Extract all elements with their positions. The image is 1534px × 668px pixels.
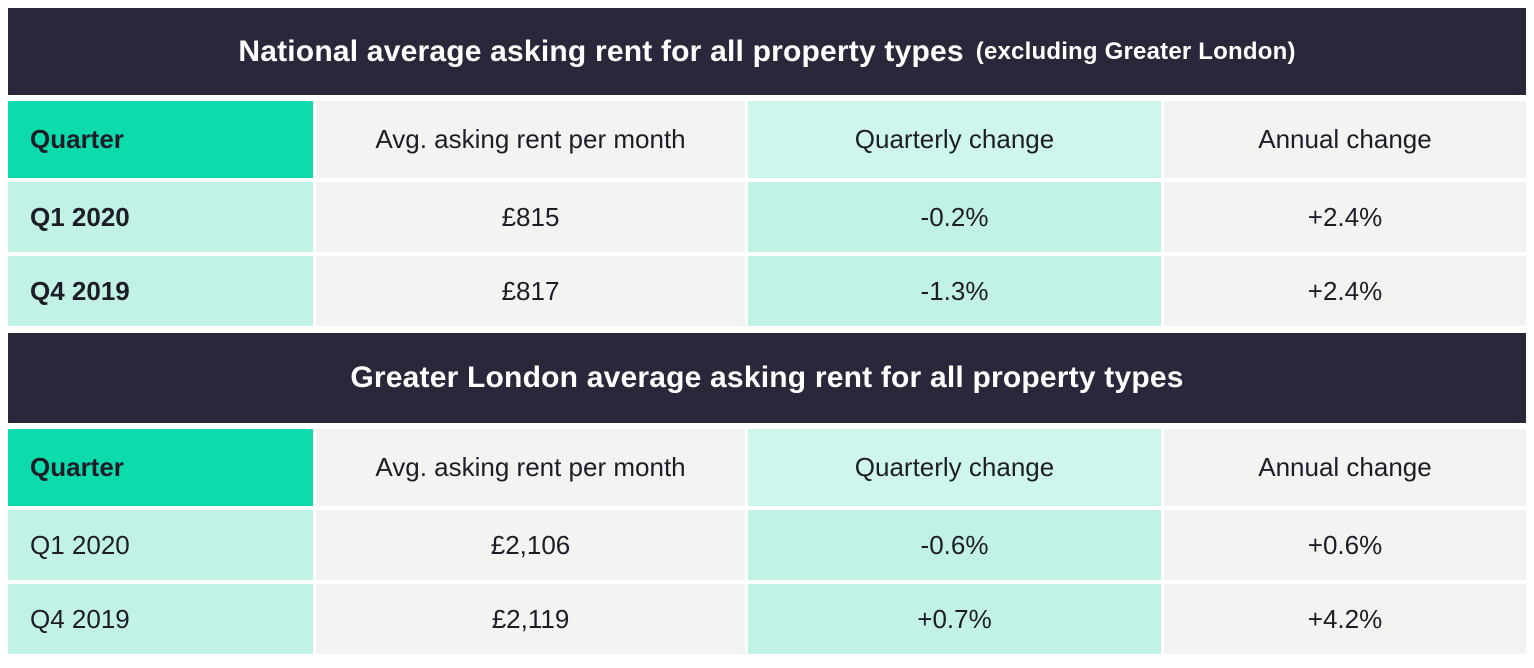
- column-header-annual-change: Annual change: [1164, 101, 1526, 178]
- avg-rent-cell: £2,119: [316, 584, 745, 654]
- quarterly-change-cell: -1.3%: [748, 256, 1161, 326]
- annual-change-cell: +2.4%: [1164, 256, 1526, 326]
- avg-rent-cell: £817: [316, 256, 745, 326]
- column-header-quarterly-change: Quarterly change: [748, 429, 1161, 506]
- quarter-cell: Q4 2019: [8, 584, 313, 654]
- greater-london-table-title-bar: Greater London average asking rent for a…: [8, 333, 1526, 423]
- quarterly-change-cell: -0.2%: [748, 182, 1161, 252]
- annual-change-cell: +2.4%: [1164, 182, 1526, 252]
- avg-rent-cell: £815: [316, 182, 745, 252]
- quarter-cell: Q1 2020: [8, 182, 313, 252]
- greater-london-table-grid: Quarter Avg. asking rent per month Quart…: [8, 429, 1526, 654]
- avg-rent-cell: £2,106: [316, 510, 745, 580]
- column-header-avg-rent: Avg. asking rent per month: [316, 101, 745, 178]
- column-header-quarter: Quarter: [8, 429, 313, 506]
- column-header-annual-change: Annual change: [1164, 429, 1526, 506]
- column-header-avg-rent: Avg. asking rent per month: [316, 429, 745, 506]
- national-table-grid: Quarter Avg. asking rent per month Quart…: [8, 101, 1526, 326]
- annual-change-cell: +0.6%: [1164, 510, 1526, 580]
- quarter-cell: Q1 2020: [8, 510, 313, 580]
- quarter-cell: Q4 2019: [8, 256, 313, 326]
- national-table-title-suffix: (excluding Greater London): [975, 37, 1296, 65]
- national-rent-table: National average asking rent for all pro…: [8, 8, 1526, 326]
- greater-london-rent-table: Greater London average asking rent for a…: [8, 333, 1526, 654]
- national-table-title-bar: National average asking rent for all pro…: [8, 8, 1526, 95]
- annual-change-cell: +4.2%: [1164, 584, 1526, 654]
- column-header-quarterly-change: Quarterly change: [748, 101, 1161, 178]
- quarterly-change-cell: -0.6%: [748, 510, 1161, 580]
- quarterly-change-cell: +0.7%: [748, 584, 1161, 654]
- national-table-title: National average asking rent for all pro…: [238, 34, 964, 68]
- greater-london-table-title: Greater London average asking rent for a…: [350, 361, 1184, 394]
- column-header-quarter: Quarter: [8, 101, 313, 178]
